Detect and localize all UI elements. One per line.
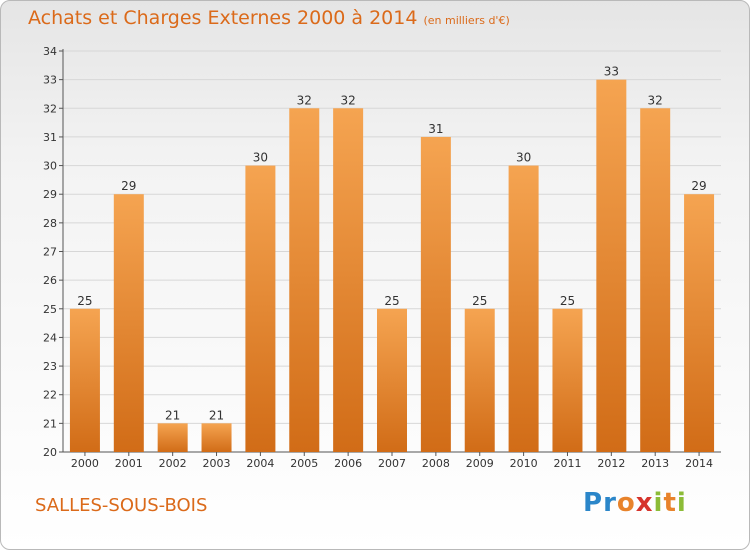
logo-letter: i: [676, 488, 687, 518]
x-tick-label: 2004: [246, 457, 274, 470]
y-tick-label: 25: [43, 303, 57, 316]
bar-2001: [113, 194, 144, 452]
chart-title-text: Achats et Charges Externes 2000 à 2014: [28, 7, 418, 29]
x-tick-label: 2001: [115, 457, 143, 470]
bar-2002: [157, 423, 188, 452]
value-label: 30: [253, 151, 268, 165]
value-label: 33: [604, 65, 619, 79]
value-label: 32: [648, 93, 663, 107]
y-tick-label: 28: [43, 217, 57, 230]
y-tick-label: 23: [43, 360, 57, 373]
bar-2005: [289, 108, 320, 453]
y-tick-label: 20: [43, 446, 57, 459]
bar-2007: [377, 308, 407, 452]
value-label: 30: [516, 151, 531, 165]
bar-2010: [508, 165, 539, 453]
bars: [69, 79, 715, 453]
y-tick-label: 31: [43, 131, 57, 144]
value-label: 25: [472, 294, 487, 308]
bar-2012: [596, 79, 627, 453]
logo-letter: i: [653, 488, 664, 518]
bar-2000: [69, 308, 100, 452]
x-tick-label: 2014: [685, 457, 713, 470]
bar-2008: [420, 136, 451, 452]
value-label: 31: [428, 122, 443, 136]
logo-letter: P: [583, 488, 604, 518]
bar-2006: [333, 108, 364, 453]
y-tick-label: 22: [43, 389, 57, 402]
x-tick-label: 2010: [510, 457, 538, 470]
logo-letter: t: [663, 488, 677, 518]
y-tick-label: 34: [43, 45, 57, 58]
y-tick-label: 32: [43, 102, 57, 115]
y-tick-label: 27: [43, 246, 57, 259]
x-tick-label: 2000: [71, 457, 99, 470]
x-tick-label: 2002: [159, 457, 187, 470]
bar-2013: [640, 108, 671, 453]
value-label: 32: [340, 93, 355, 107]
x-tick-label: 2003: [203, 457, 231, 470]
x-tick-label: 2009: [466, 457, 494, 470]
x-tick-label: 2008: [422, 457, 450, 470]
y-tick-label: 26: [43, 274, 57, 287]
value-label: 29: [691, 179, 706, 193]
value-label: 25: [560, 294, 575, 308]
location-name: SALLES-SOUS-BOIS: [35, 495, 208, 516]
x-tick-label: 2013: [641, 457, 669, 470]
y-tick-label: 21: [43, 417, 57, 430]
y-tick-label: 30: [43, 160, 57, 173]
proxiti-logo: Proxiti: [583, 488, 687, 518]
x-tick-label: 2005: [290, 457, 318, 470]
value-label: 21: [165, 408, 180, 422]
y-tick-label: 24: [43, 331, 57, 344]
data-labels: 25 29 21 21 30 32 32 25 31 25 30 25 33 32 29: [77, 65, 706, 423]
y-tick-label: 29: [43, 188, 57, 201]
x-tick-label: 2007: [378, 457, 406, 470]
bar-2011: [552, 308, 583, 452]
value-label: 25: [384, 294, 399, 308]
x-tick-label: 2006: [334, 457, 362, 470]
bar-2004: [245, 165, 276, 453]
x-tick-label: 2011: [553, 457, 581, 470]
bar-2003: [201, 423, 232, 452]
x-tick-label: 2012: [597, 457, 625, 470]
value-label: 29: [121, 179, 136, 193]
chart-title: Achats et Charges Externes 2000 à 2014 (e…: [28, 7, 510, 29]
logo-letter: o: [616, 488, 636, 518]
bar-2009: [464, 308, 495, 452]
bar-2014: [684, 194, 715, 452]
value-label: 25: [77, 294, 92, 308]
chart-subtitle: (en milliers d'€): [423, 14, 510, 27]
y-tick-label: 33: [43, 74, 57, 87]
logo-letter: r: [603, 488, 617, 518]
value-label: 21: [209, 408, 224, 422]
value-label: 32: [297, 93, 312, 107]
logo-letter: x: [635, 488, 654, 518]
